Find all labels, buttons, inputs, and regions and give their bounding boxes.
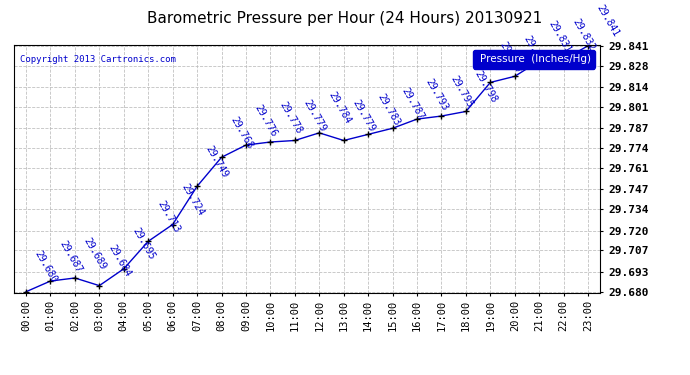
- Text: 29.779: 29.779: [351, 98, 377, 134]
- Text: 29.832: 29.832: [571, 17, 597, 53]
- Legend: Pressure  (Inches/Hg): Pressure (Inches/Hg): [473, 50, 595, 69]
- Text: 29.724: 29.724: [179, 182, 206, 218]
- Text: 29.776: 29.776: [253, 103, 279, 138]
- Text: 29.713: 29.713: [155, 199, 181, 234]
- Text: 29.798: 29.798: [473, 69, 499, 105]
- Text: 29.783: 29.783: [375, 92, 402, 128]
- Text: 29.687: 29.687: [57, 238, 83, 274]
- Text: 29.841: 29.841: [595, 3, 621, 39]
- Text: 29.779: 29.779: [302, 98, 328, 134]
- Text: 29.689: 29.689: [82, 236, 108, 271]
- Text: 29.831: 29.831: [546, 19, 573, 54]
- Text: 29.795: 29.795: [448, 74, 475, 109]
- Text: 29.817: 29.817: [497, 40, 524, 75]
- Text: 29.778: 29.778: [277, 99, 304, 135]
- Text: 29.768: 29.768: [228, 115, 255, 150]
- Text: 29.787: 29.787: [400, 86, 426, 122]
- Text: 29.821: 29.821: [522, 34, 548, 69]
- Text: 29.749: 29.749: [204, 144, 230, 179]
- Text: 29.680: 29.680: [33, 249, 59, 285]
- Text: Barometric Pressure per Hour (24 Hours) 20130921: Barometric Pressure per Hour (24 Hours) …: [148, 11, 542, 26]
- Text: 29.784: 29.784: [326, 90, 353, 126]
- Text: 29.684: 29.684: [106, 243, 132, 279]
- Text: 29.695: 29.695: [130, 226, 157, 262]
- Text: Copyright 2013 Cartronics.com: Copyright 2013 Cartronics.com: [19, 55, 175, 64]
- Text: 29.793: 29.793: [424, 76, 451, 112]
